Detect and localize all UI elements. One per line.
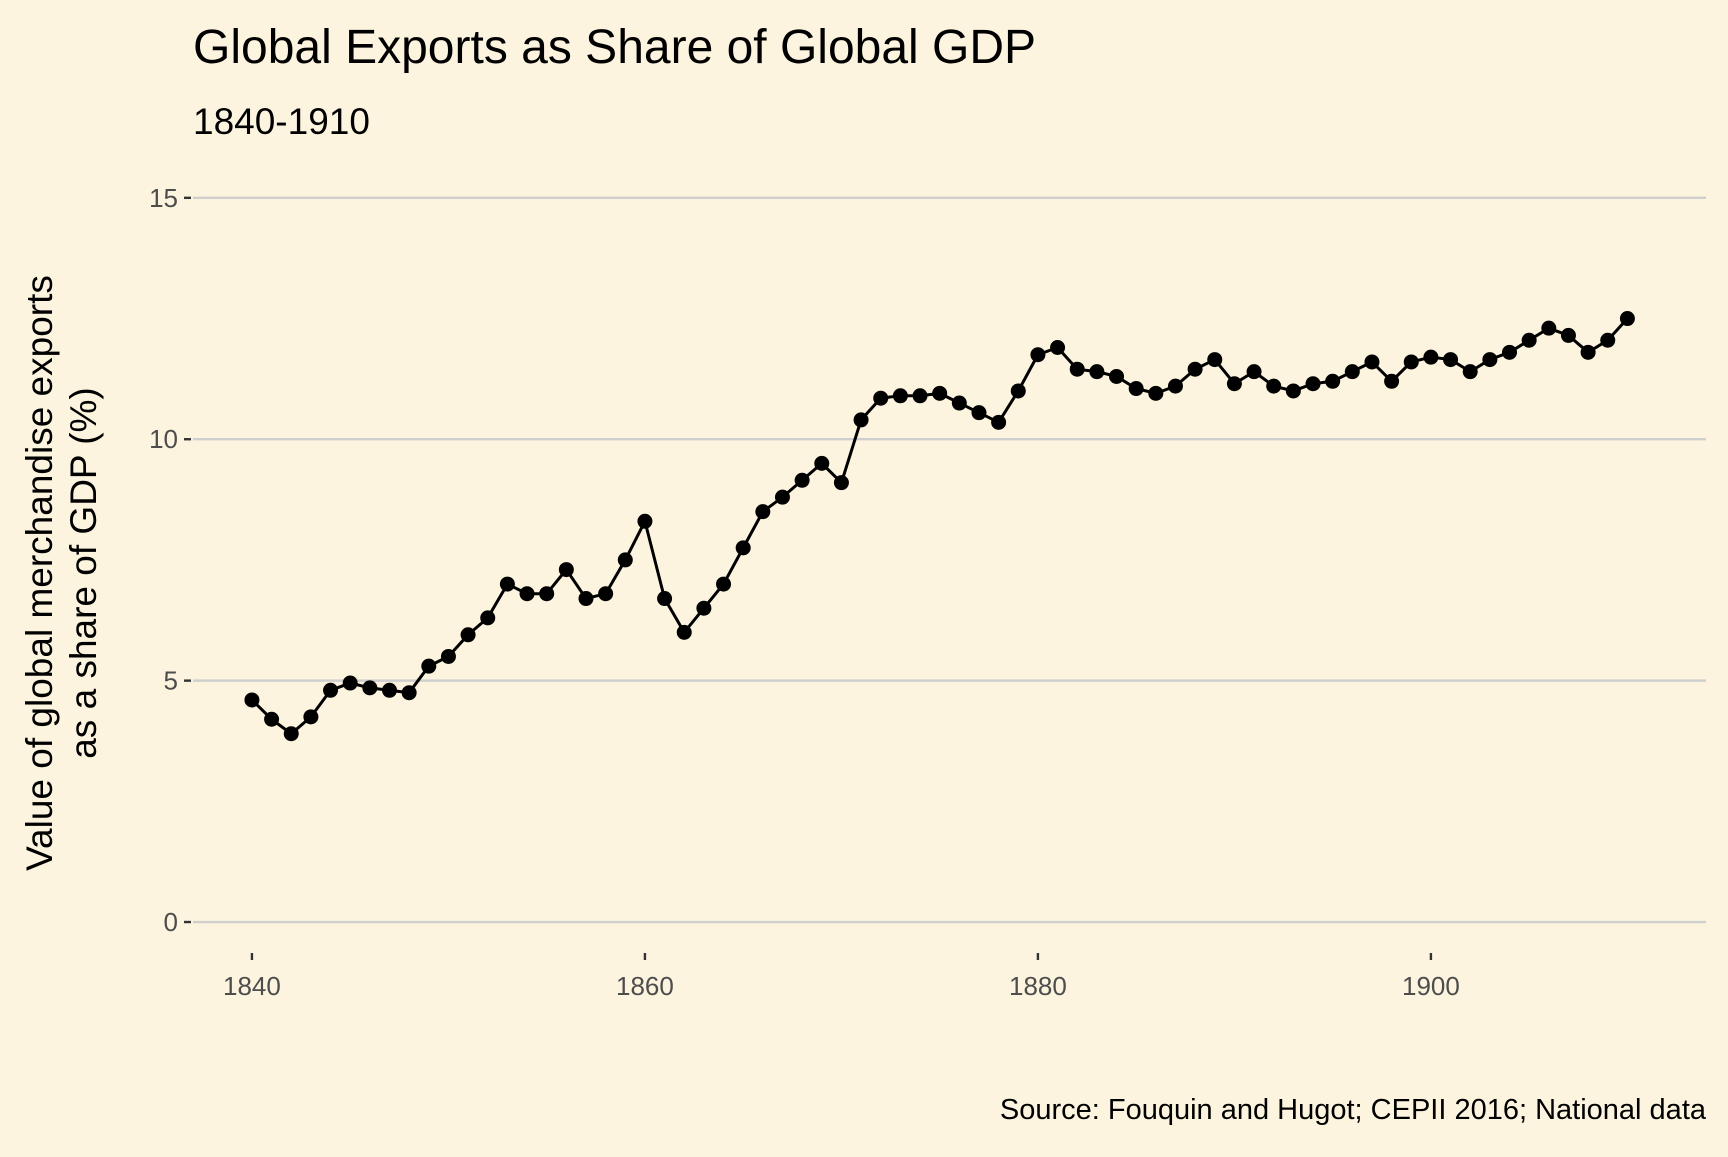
data-point-1865 [735, 540, 751, 556]
data-point-1869 [814, 455, 830, 471]
data-point-1892 [1266, 378, 1282, 394]
data-point-1874 [912, 388, 928, 404]
data-point-1881 [1050, 339, 1066, 355]
data-point-1895 [1325, 373, 1341, 389]
data-point-1860 [637, 513, 653, 529]
chart-title: Global Exports as Share of Global GDP [193, 21, 1036, 74]
data-point-1872 [873, 390, 889, 406]
y-axis-title-line-2: as a share of GDP (%) [63, 387, 104, 759]
data-point-1847 [381, 682, 397, 698]
data-point-1896 [1344, 364, 1360, 380]
y-tick-label-0: 0 [164, 907, 178, 937]
x-tick-label-1900: 1900 [1402, 971, 1460, 1001]
data-point-1893 [1285, 383, 1301, 399]
data-point-1870 [833, 475, 849, 491]
data-point-1888 [1187, 361, 1203, 377]
data-point-1900 [1423, 349, 1439, 365]
data-point-1885 [1128, 381, 1144, 397]
data-point-1861 [657, 591, 673, 607]
data-point-1859 [617, 552, 633, 568]
data-point-1879 [1010, 383, 1026, 399]
data-point-1909 [1600, 332, 1616, 348]
y-tick-label-15: 15 [149, 183, 178, 213]
data-point-1867 [774, 489, 790, 505]
x-tick-label-1880: 1880 [1009, 971, 1067, 1001]
data-point-1898 [1384, 373, 1400, 389]
data-point-1880 [1030, 347, 1046, 363]
data-point-1875 [932, 385, 948, 401]
data-point-1887 [1167, 378, 1183, 394]
data-point-1902 [1462, 364, 1478, 380]
data-point-1907 [1560, 327, 1576, 343]
data-point-1852 [480, 610, 496, 626]
data-point-1908 [1580, 344, 1596, 360]
chart-caption: Source: Fouquin and Hugot; CEPII 2016; N… [1000, 1094, 1707, 1126]
data-point-1862 [676, 624, 692, 640]
data-point-1854 [519, 586, 535, 602]
x-tick-label-1860: 1860 [616, 971, 674, 1001]
data-point-1842 [283, 726, 299, 742]
data-point-1841 [264, 711, 280, 727]
data-point-1866 [755, 504, 771, 520]
gridlines [193, 196, 1706, 924]
y-tick-label-5: 5 [164, 666, 178, 696]
data-point-1857 [578, 591, 594, 607]
data-point-1868 [794, 472, 810, 488]
data-point-1905 [1521, 332, 1537, 348]
data-point-1882 [1069, 361, 1085, 377]
data-point-1871 [853, 412, 869, 428]
data-point-1897 [1364, 354, 1380, 370]
data-point-1851 [460, 627, 476, 643]
data-point-1853 [499, 576, 515, 592]
data-point-1858 [598, 586, 614, 602]
data-point-1877 [971, 405, 987, 421]
data-point-1846 [362, 680, 378, 696]
y-axis-title-line-1: Value of global merchandise exports [19, 275, 60, 871]
data-point-1855 [539, 586, 555, 602]
data-point-1843 [303, 709, 319, 725]
data-point-1850 [440, 648, 456, 664]
data-point-1904 [1502, 344, 1518, 360]
series-line-0 [250, 317, 1629, 736]
data-point-1894 [1305, 376, 1321, 392]
x-tick-label-1840: 1840 [223, 971, 281, 1001]
y-tick-label-10: 10 [149, 424, 178, 454]
data-point-1864 [716, 576, 732, 592]
data-point-1906 [1541, 320, 1557, 336]
data-point-1840 [244, 692, 260, 708]
data-point-1844 [323, 682, 339, 698]
data-point-1878 [991, 414, 1007, 430]
data-point-1886 [1148, 385, 1164, 401]
data-point-1849 [421, 658, 437, 674]
data-point-1901 [1443, 352, 1459, 368]
data-point-1891 [1246, 364, 1262, 380]
data-point-1910 [1619, 311, 1635, 327]
data-point-1848 [401, 685, 417, 701]
y-axis-title: Value of global merchandise exports as a… [19, 275, 104, 871]
chart-subtitle: 1840-1910 [193, 101, 370, 142]
data-point-1873 [892, 388, 908, 404]
data-point-1863 [696, 600, 712, 616]
data-point-1856 [558, 562, 574, 578]
data-point-1884 [1109, 368, 1125, 384]
data-point-1889 [1207, 352, 1223, 368]
data-point-1890 [1226, 376, 1242, 392]
data-point-1876 [951, 395, 967, 411]
y-axis: 0 5 10 15 [149, 183, 191, 937]
data-point-1903 [1482, 352, 1498, 368]
x-axis: 1840 1860 1880 1900 [223, 953, 1460, 1001]
data-point-1845 [342, 675, 358, 691]
data-point-1899 [1403, 354, 1419, 370]
series-group [244, 311, 1635, 742]
data-point-1883 [1089, 364, 1105, 380]
